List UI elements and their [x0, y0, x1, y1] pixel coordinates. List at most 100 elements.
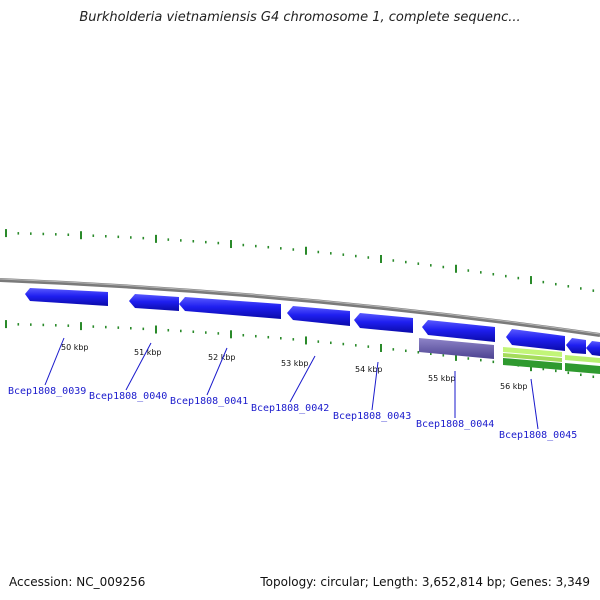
feature-green[interactable] [565, 363, 600, 374]
tick-label: 56 kbp [500, 382, 528, 391]
minor-tick [180, 329, 182, 333]
major-tick [5, 320, 7, 329]
minor-tick [542, 367, 545, 371]
minor-tick [567, 285, 570, 288]
minor-tick [55, 233, 57, 236]
minor-tick [467, 269, 470, 272]
minor-tick [17, 323, 20, 326]
minor-tick [142, 236, 145, 240]
minor-tick [117, 235, 120, 239]
minor-tick [442, 265, 445, 269]
major-tick [5, 229, 7, 238]
major-tick [80, 322, 82, 331]
minor-tick [42, 232, 45, 236]
minor-tick [17, 232, 20, 235]
minor-tick [92, 325, 95, 328]
feature-light[interactable] [503, 347, 562, 357]
minor-tick [292, 338, 295, 341]
major-tick [455, 264, 457, 273]
gene-arrow[interactable] [566, 338, 586, 354]
sequence-backbone [0, 278, 600, 337]
minor-tick [480, 271, 482, 274]
minor-tick [255, 244, 257, 248]
tick-label: 55 kbp [428, 374, 456, 383]
minor-tick [567, 371, 570, 375]
minor-tick [517, 276, 520, 280]
gene-label[interactable]: Bcep1808_0041 [170, 396, 248, 407]
minor-tick [267, 245, 270, 249]
minor-tick [367, 256, 370, 259]
gene-arrow[interactable] [354, 313, 413, 333]
gene-track-forward [25, 288, 600, 356]
gene-arrow[interactable] [129, 294, 179, 311]
minor-tick [355, 254, 357, 258]
feature-green[interactable] [503, 358, 562, 370]
minor-tick [492, 360, 495, 364]
minor-tick [142, 327, 145, 331]
minor-tick [355, 344, 357, 347]
major-tick [380, 343, 382, 352]
minor-tick [217, 332, 220, 335]
major-tick [230, 330, 232, 339]
minor-tick [330, 252, 332, 255]
gene-label[interactable]: Bcep1808_0039 [8, 386, 86, 397]
major-tick [530, 276, 532, 285]
map-title: Burkholderia vietnamiensis G4 chromosome… [79, 10, 521, 25]
tick-label: 51 kbp [134, 348, 162, 357]
gene-arrow[interactable] [25, 288, 108, 306]
minor-tick [317, 250, 320, 254]
feature-light[interactable] [565, 355, 600, 363]
minor-tick [105, 235, 107, 238]
gene-arrow[interactable] [179, 297, 281, 319]
gene-label[interactable]: Bcep1808_0044 [416, 419, 494, 430]
rna-feature[interactable] [419, 338, 494, 359]
gene-label[interactable]: Bcep1808_0045 [499, 430, 577, 441]
gene-label[interactable]: Bcep1808_0043 [333, 411, 411, 422]
minor-tick [580, 373, 582, 377]
minor-tick [205, 331, 207, 334]
minor-tick [417, 262, 420, 265]
minor-tick [405, 260, 407, 264]
minor-tick [580, 287, 582, 290]
minor-tick [42, 323, 45, 327]
feature-light[interactable] [503, 353, 562, 362]
minor-tick [280, 247, 282, 250]
minor-tick [555, 282, 557, 286]
major-tick [380, 254, 382, 263]
gene-arrow[interactable] [422, 320, 495, 342]
sequence-summary: Topology: circular; Length: 3,652,814 bp… [260, 575, 590, 589]
gene-label[interactable]: Bcep1808_0040 [89, 391, 167, 402]
tick-label: 54 kbp [355, 365, 383, 374]
minor-tick [67, 233, 70, 236]
minor-tick [280, 336, 282, 340]
accession-text: Accession: NC_009256 [9, 575, 146, 589]
minor-tick [592, 289, 595, 292]
minor-tick [480, 358, 482, 362]
lower-tick-track [5, 320, 595, 379]
minor-tick [180, 239, 182, 242]
minor-tick [217, 241, 220, 245]
minor-tick [117, 326, 120, 329]
gene-arrow[interactable] [287, 306, 350, 326]
tick-label: 53 kbp [281, 359, 309, 368]
minor-tick [555, 369, 557, 373]
tick-label: 52 kbp [208, 353, 236, 362]
gene-label[interactable]: Bcep1808_0042 [251, 403, 329, 414]
major-tick [305, 336, 307, 345]
minor-tick [242, 243, 245, 247]
gene-arrow[interactable] [586, 341, 600, 356]
gene-arrow[interactable] [506, 329, 565, 351]
minor-tick [267, 335, 270, 339]
gene-labels: Bcep1808_0039 Bcep1808_0040 Bcep1808_004… [8, 386, 577, 441]
kbp-labels: 50 kbp 51 kbp 52 kbp 53 kbp 54 kbp 55 kb… [61, 343, 528, 391]
minor-tick [592, 375, 595, 379]
minor-tick [205, 240, 207, 244]
major-tick [155, 325, 157, 334]
major-tick [230, 240, 232, 249]
minor-tick [30, 323, 32, 326]
minor-tick [392, 348, 395, 351]
minor-tick [130, 326, 132, 330]
minor-tick [330, 341, 332, 345]
minor-tick [192, 330, 195, 333]
